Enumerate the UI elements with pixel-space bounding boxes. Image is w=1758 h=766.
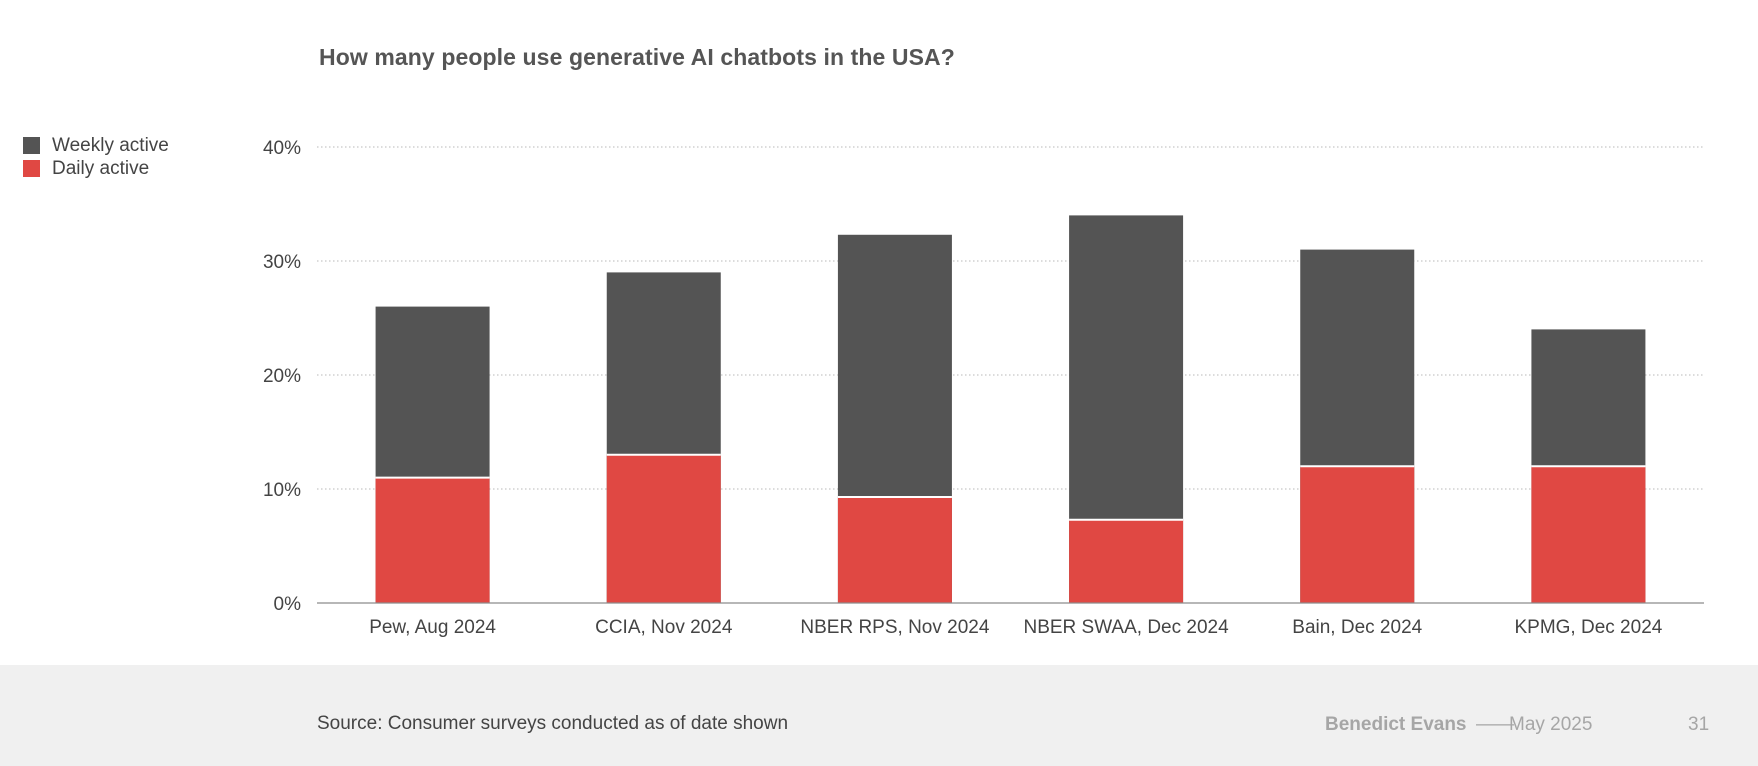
legend-label-daily: Daily active — [52, 157, 150, 179]
y-tick-label: 30% — [263, 252, 301, 273]
bar-daily-active — [1531, 466, 1646, 603]
bar-daily-active — [837, 496, 952, 603]
source-note: Source: Consumer surveys conducted as of… — [317, 713, 789, 734]
x-category-label: Pew, Aug 2024 — [369, 617, 496, 638]
page-number: 31 — [1688, 714, 1710, 735]
legend-item-daily: Daily active — [23, 157, 169, 180]
y-tick-label: 40% — [263, 138, 301, 159]
legend-swatch-daily — [23, 160, 40, 177]
footer: Source: Consumer surveys conducted as of… — [0, 665, 1758, 766]
stacked-bar-chart: 0% 10% 20% 30% 40% Pew, Aug 2024 CCIA, Nov 202… — [263, 138, 1704, 638]
legend: Weekly active Daily active — [23, 134, 169, 180]
x-category-label: CCIA, Nov 2024 — [595, 617, 733, 638]
chart-title: How many people use generative AI chatbo… — [319, 44, 955, 70]
x-category-label: NBER SWAA, Dec 2024 — [1023, 617, 1229, 638]
legend-item-weekly: Weekly active — [23, 134, 169, 157]
x-category-label: KPMG, Dec 2024 — [1514, 617, 1662, 638]
x-category-label: NBER RPS, Nov 2024 — [800, 617, 989, 638]
legend-swatch-weekly — [23, 137, 40, 154]
brand-name: Benedict Evans — [1325, 714, 1467, 735]
x-category-label: Bain, Dec 2024 — [1292, 617, 1422, 638]
bar-daily-active — [1069, 519, 1184, 603]
slide-date: May 2025 — [1509, 714, 1593, 735]
bar-daily-active — [375, 477, 490, 603]
bar-daily-active — [1300, 466, 1415, 603]
legend-label-weekly: Weekly active — [52, 134, 169, 156]
y-tick-label: 0% — [274, 594, 302, 615]
y-tick-label: 20% — [263, 366, 301, 387]
y-tick-label: 10% — [263, 480, 301, 501]
bar-daily-active — [606, 454, 721, 603]
brand-separator: —— — [1476, 714, 1514, 735]
